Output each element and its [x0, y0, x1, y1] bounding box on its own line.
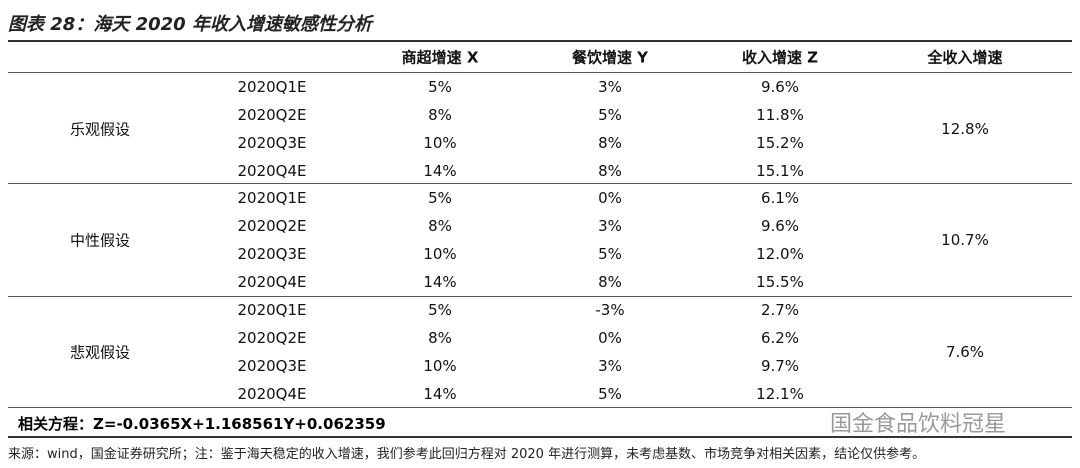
cell: 15.1%	[756, 162, 804, 180]
cell: 9.6%	[760, 217, 800, 235]
cell: 0%	[598, 189, 622, 207]
cell: 8%	[428, 106, 452, 124]
cell: 6.2%	[760, 329, 800, 347]
cell: 6.1%	[760, 189, 800, 207]
cell: 11.8%	[756, 106, 804, 124]
column-header: 餐饮增速 Y	[571, 48, 649, 67]
cell: 14%	[423, 162, 457, 180]
quarter: 2020Q3E	[237, 357, 307, 375]
formula: 相关方程：Z=-0.0365X+1.168561Y+0.062359	[18, 415, 386, 433]
rule	[8, 407, 1072, 408]
quarter: 2020Q1E	[237, 189, 307, 207]
quarter: 2020Q1E	[237, 301, 307, 319]
cell: 5%	[428, 301, 452, 319]
source-note: 来源：wind，国金证券研究所；注：鉴于海天稳定的收入增速，我们参考此回归方程对…	[8, 447, 926, 462]
quarter: 2020Q3E	[237, 245, 307, 263]
cell: 5%	[428, 78, 452, 96]
group-label: 中性假设	[69, 231, 131, 250]
quarter: 2020Q2E	[237, 217, 307, 235]
total-growth: 7.6%	[945, 343, 985, 361]
watermark: 国金食品饮料冠星	[830, 412, 1007, 437]
column-header: 商超增速 X	[401, 48, 479, 67]
quarter: 2020Q4E	[237, 273, 307, 291]
cell: 8%	[598, 134, 622, 152]
rule	[8, 296, 1072, 297]
cell: 14%	[423, 273, 457, 291]
cell: 14%	[423, 385, 457, 403]
cell: -3%	[595, 301, 625, 319]
cell: 3%	[598, 78, 622, 96]
cell: 5%	[598, 106, 622, 124]
quarter: 2020Q4E	[237, 385, 307, 403]
rule	[8, 72, 1072, 73]
title: 图表 28：海天 2020 年收入增速敏感性分析	[8, 14, 372, 35]
cell: 9.7%	[760, 357, 800, 375]
cell: 10%	[423, 245, 457, 263]
group-label: 乐观假设	[69, 120, 131, 139]
quarter: 2020Q2E	[237, 329, 307, 347]
cell: 8%	[598, 273, 622, 291]
quarter: 2020Q3E	[237, 134, 307, 152]
cell: 8%	[428, 329, 452, 347]
cell: 3%	[598, 357, 622, 375]
cell: 8%	[428, 217, 452, 235]
rule	[8, 183, 1072, 184]
cell: 15.5%	[756, 273, 804, 291]
cell: 12.0%	[756, 245, 804, 263]
quarter: 2020Q2E	[237, 106, 307, 124]
cell: 12.1%	[756, 385, 804, 403]
cell: 5%	[598, 245, 622, 263]
cell: 9.6%	[760, 78, 800, 96]
cell: 15.2%	[756, 134, 804, 152]
quarter: 2020Q4E	[237, 162, 307, 180]
cell: 10%	[423, 357, 457, 375]
total-growth: 12.8%	[941, 120, 989, 138]
quarter: 2020Q1E	[237, 78, 307, 96]
group-label: 悲观假设	[69, 343, 131, 362]
cell: 3%	[598, 217, 622, 235]
total-growth: 10.7%	[941, 231, 989, 249]
cell: 5%	[598, 385, 622, 403]
column-header: 收入增速 Z	[741, 48, 819, 67]
rule	[8, 40, 1072, 42]
cell: 0%	[598, 329, 622, 347]
rule	[8, 436, 1072, 438]
cell: 10%	[423, 134, 457, 152]
column-header: 全收入增速	[927, 48, 1003, 67]
cell: 8%	[598, 162, 622, 180]
cell: 2.7%	[760, 301, 800, 319]
cell: 5%	[428, 189, 452, 207]
